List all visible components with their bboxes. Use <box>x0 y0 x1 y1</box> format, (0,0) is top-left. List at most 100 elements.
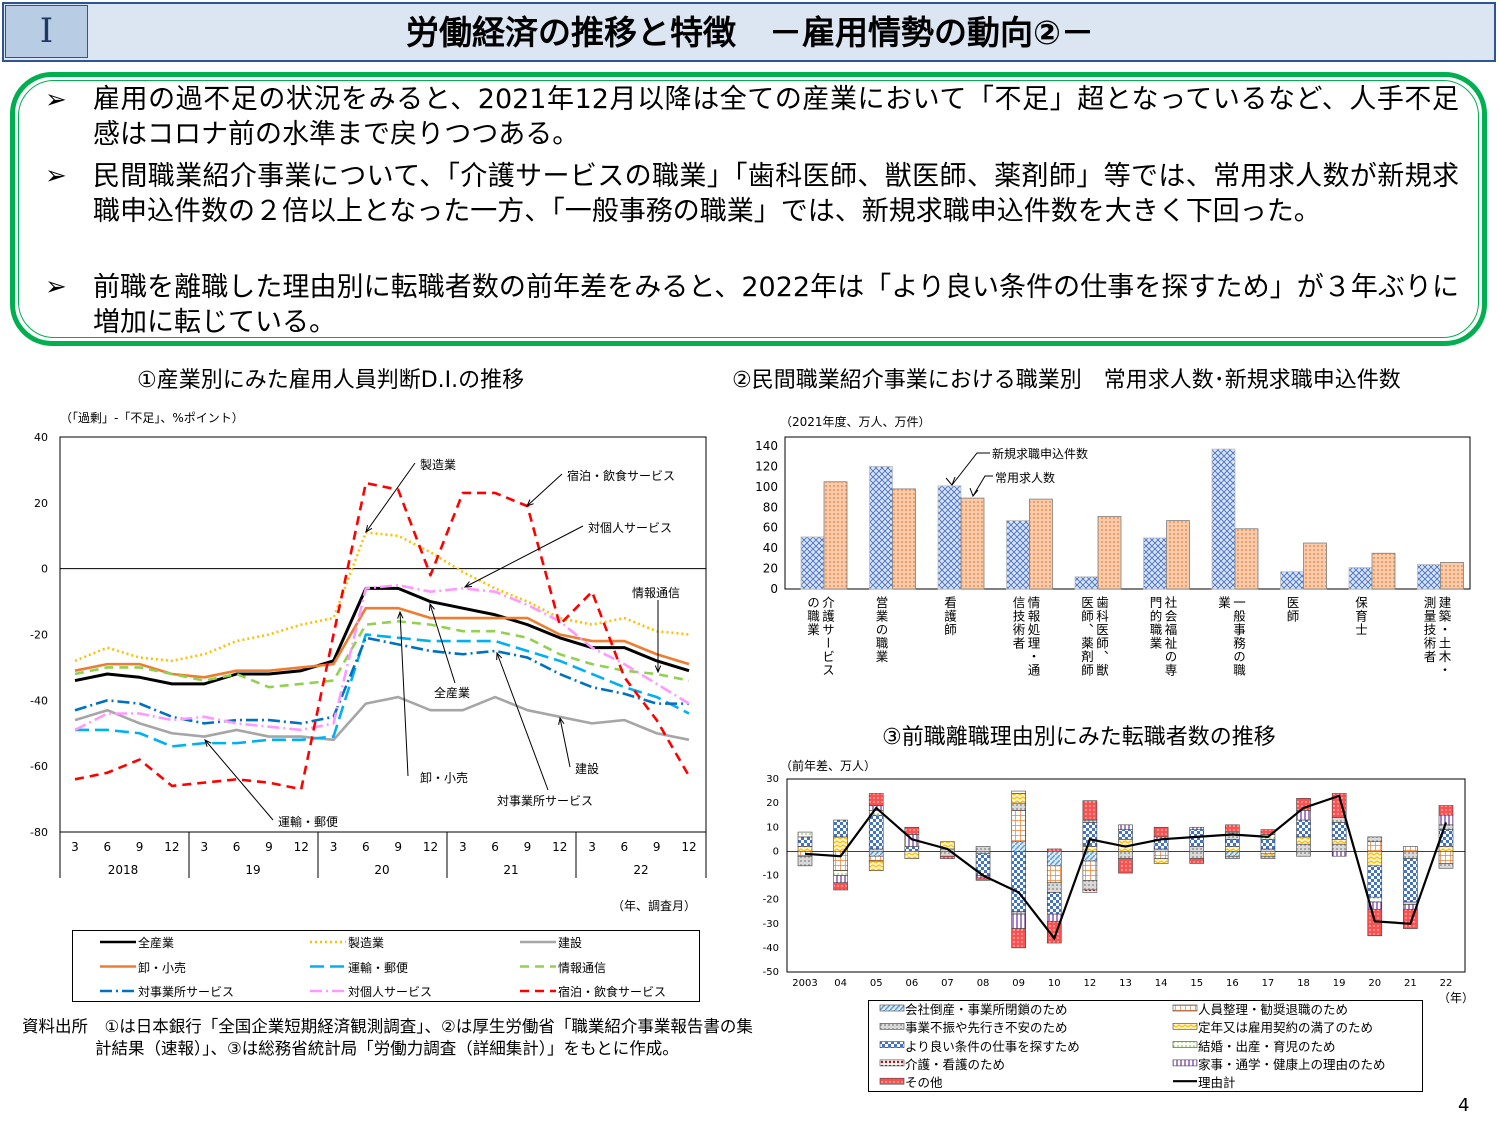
segment-layoff <box>1046 865 1062 884</box>
legend-swatch <box>879 1059 905 1067</box>
y-tick-label: -40 <box>30 694 48 707</box>
segment-layoff <box>1438 851 1454 864</box>
arrowhead-bullet-icon: ➢ <box>45 161 67 191</box>
x-tick-label: 3 <box>71 840 79 854</box>
arrowhead-bullet-icon: ➢ <box>45 272 67 302</box>
segment-retire <box>1153 858 1169 864</box>
legend-label: 全産業 <box>138 936 175 950</box>
annotation-leader-line <box>526 473 563 507</box>
segment-household <box>1331 851 1347 857</box>
arrowhead-icon <box>526 499 534 507</box>
x-tick-label: 9 <box>265 840 273 854</box>
x-tick-label: 9 <box>394 840 402 854</box>
arrowhead-icon <box>204 739 212 747</box>
segment-slump <box>1331 817 1347 823</box>
segment-slump <box>1118 851 1133 859</box>
segment-layoff <box>1011 810 1026 843</box>
y-tick-label: 0 <box>770 582 778 596</box>
chart2: 140 120 100 80 60 40 20 0 <box>755 436 1471 596</box>
legend-label: 介護・看護のため <box>905 1056 1006 1072</box>
annotation-leader-line <box>204 739 274 821</box>
segment-slump <box>1082 880 1098 891</box>
chart1-x-axis-label: （年、調査月） <box>612 899 697 913</box>
chart2-unit-label: （2021年度、万人、万件） <box>780 415 931 429</box>
arrowhead-icon <box>365 525 373 534</box>
x-tick-label: 3 <box>588 840 596 854</box>
y-tick-label: 10 <box>766 822 779 833</box>
x-tick-label: 3 <box>200 840 208 854</box>
x-tick-label: 06 <box>905 978 918 989</box>
segment-better <box>833 819 848 838</box>
segment-slump <box>1082 819 1098 823</box>
category-label: 情報処理・通 信技術者 <box>1010 596 1041 677</box>
arrowhead-icon <box>496 651 503 661</box>
annotation-construction: 建設 <box>575 762 600 776</box>
x-tick-label: 9 <box>136 840 144 854</box>
summary-item: 雇用の過不足の状況をみると、2021年12月以降は全ての産業において「不足」超と… <box>93 84 1459 150</box>
legend-swatch <box>879 1041 905 1048</box>
segment-household <box>1011 913 1026 929</box>
bar-job-offers <box>1166 520 1190 590</box>
segment-better <box>1331 822 1347 840</box>
chart3-legend <box>868 1000 1423 1092</box>
segment-other <box>940 855 955 859</box>
annotation-info-comm: 情報通信 <box>632 586 681 600</box>
bar-job-offers <box>1440 562 1464 590</box>
chart1: 40 20 0 -20 -40 -60 -80 3 6 9 12 3 6 9 12 3 6 9 12 3 6 9 12 3 6 9… <box>30 431 707 993</box>
segment-layoff <box>1082 860 1098 881</box>
segment-slump <box>975 851 991 855</box>
x-tick-label: 12 <box>681 840 696 854</box>
x-tick-label: 2003 <box>792 978 817 989</box>
year-label: 22 <box>633 863 648 877</box>
annotation-leader-line <box>972 475 993 497</box>
page-number: 4 <box>1458 1095 1470 1116</box>
bar-new-applications <box>1006 520 1030 590</box>
segment-retire <box>1225 846 1240 852</box>
segment-layoff <box>868 855 884 862</box>
chart3-title: ③前職離職理由別にみた転職者数の推移 <box>882 725 1276 750</box>
segment-better <box>1011 851 1026 912</box>
x-tick-label: 08 <box>977 978 990 989</box>
segment-retire <box>1438 846 1454 852</box>
legend-label: 卸・小売 <box>138 960 187 975</box>
year-label: 2018 <box>108 863 139 877</box>
segment-slump <box>1403 901 1418 905</box>
segment-better <box>1118 829 1133 840</box>
header-bar <box>2 2 1496 62</box>
annotation-leader-line <box>951 452 990 486</box>
bar-job-offers <box>1303 542 1327 590</box>
legend-swatch <box>1172 1059 1198 1067</box>
segment-other <box>1438 805 1454 816</box>
legend-swatch <box>1172 1022 1198 1030</box>
annotation-job-offers: 常用求人数 <box>995 471 1056 485</box>
segment-layoff <box>1153 851 1169 859</box>
arrowhead-bullet-icon: ➢ <box>45 85 67 115</box>
segment-other <box>1082 800 1098 821</box>
segment-marriage <box>833 870 848 876</box>
y-tick-label: -20 <box>30 629 48 642</box>
segment-slump <box>797 855 813 867</box>
segment-household <box>1046 913 1062 922</box>
segment-household <box>1189 826 1205 830</box>
annotation-leader-line <box>496 652 549 791</box>
y-tick-label: -80 <box>30 826 48 839</box>
segment-slump <box>1331 843 1347 852</box>
legend-swatch <box>879 1004 905 1012</box>
summary-item: 前職を離職した理由別に転職者数の前年差をみると、2022年は「より良い条件の仕事… <box>93 272 1459 338</box>
segment-retire <box>868 860 884 871</box>
x-tick-label: 21 <box>1404 978 1417 989</box>
annotation-personal-services: 対個人サービス <box>588 521 673 535</box>
x-tick-label: 22 <box>1440 978 1453 989</box>
segment-layoff <box>833 851 848 871</box>
x-tick-label: 9 <box>524 840 532 854</box>
segment-bankruptcy <box>868 851 884 857</box>
arrowhead-icon <box>654 665 662 674</box>
y-tick-label: 0 <box>41 563 48 576</box>
segment-slump <box>1367 836 1383 843</box>
series-line-宿泊・飲食サービス <box>74 481 691 791</box>
total-line <box>804 794 1448 941</box>
legend-label: 人員整理・勧奨退職のため <box>1198 1002 1349 1017</box>
category-label: 医師 <box>1284 596 1300 623</box>
segment-slump <box>1189 851 1205 859</box>
segment-better <box>1403 858 1418 903</box>
